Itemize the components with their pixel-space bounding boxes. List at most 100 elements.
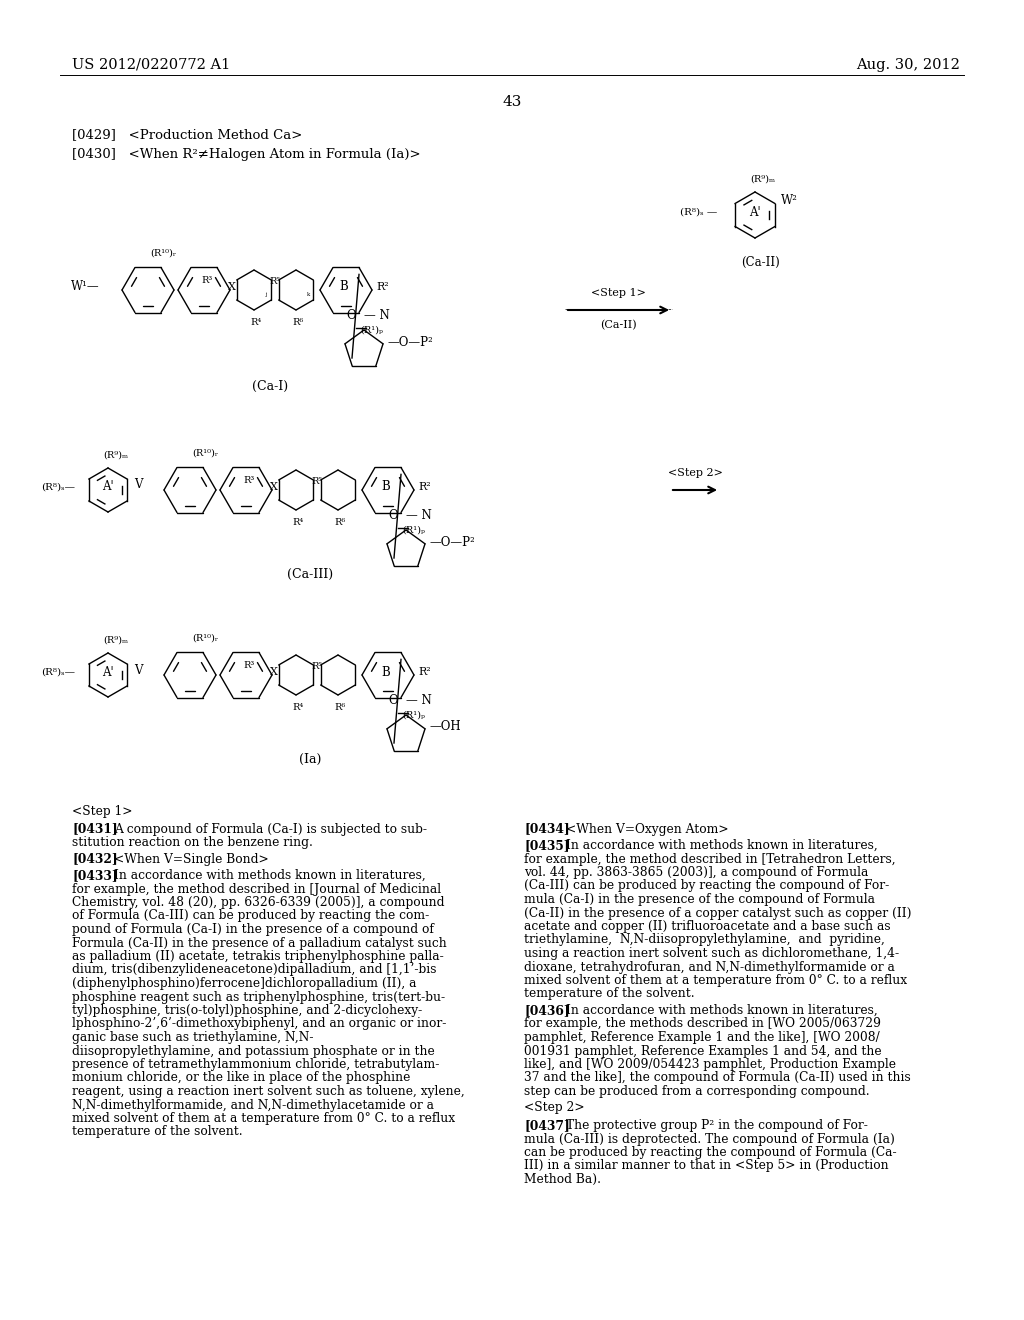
Text: O: O	[346, 309, 355, 322]
Text: W¹—: W¹—	[72, 281, 100, 293]
Text: R³: R³	[201, 276, 212, 285]
Text: X: X	[228, 282, 236, 292]
Text: Chemistry, vol. 48 (20), pp. 6326-6339 (2005)], a compound: Chemistry, vol. 48 (20), pp. 6326-6339 (…	[72, 896, 444, 909]
Text: (R¹⁰)ᵣ: (R¹⁰)ᵣ	[193, 449, 218, 458]
Text: temperature of the solvent.: temperature of the solvent.	[72, 1126, 243, 1138]
Text: presence of tetramethylammonium chloride, tetrabutylam-: presence of tetramethylammonium chloride…	[72, 1059, 439, 1071]
Text: R⁶: R⁶	[292, 318, 303, 327]
Text: [0431]: [0431]	[72, 822, 118, 836]
Text: (R¹)ₚ: (R¹)ₚ	[402, 525, 425, 535]
Text: (R¹)ₚ: (R¹)ₚ	[360, 326, 383, 335]
Text: [0433]: [0433]	[72, 869, 118, 882]
Text: (R⁸)ₛ —: (R⁸)ₛ —	[680, 207, 717, 216]
Text: dioxane, tetrahydrofuran, and N,N-dimethylformamide or a: dioxane, tetrahydrofuran, and N,N-dimeth…	[524, 961, 895, 974]
Text: A': A'	[750, 206, 761, 219]
Text: A compound of Formula (Ca-I) is subjected to sub-: A compound of Formula (Ca-I) is subjecte…	[114, 822, 427, 836]
Text: mixed solvent of them at a temperature from 0° C. to a reflux: mixed solvent of them at a temperature f…	[524, 974, 907, 987]
Text: [0437]: [0437]	[524, 1119, 569, 1133]
Text: ₖ: ₖ	[307, 290, 310, 298]
Text: (Ca-III) can be produced by reacting the compound of For-: (Ca-III) can be produced by reacting the…	[524, 879, 889, 892]
Text: R⁶: R⁶	[334, 704, 345, 711]
Text: Method Ba).: Method Ba).	[524, 1173, 601, 1185]
Text: The protective group P² in the compound of For-: The protective group P² in the compound …	[566, 1119, 868, 1133]
Text: triethylamine,  N,N-diisopropylethylamine,  and  pyridine,: triethylamine, N,N-diisopropylethylamine…	[524, 933, 885, 946]
Text: reagent, using a reaction inert solvent such as toluene, xylene,: reagent, using a reaction inert solvent …	[72, 1085, 465, 1098]
Text: tyl)phosphine, tris(o-tolyl)phosphine, and 2-dicyclohexy-: tyl)phosphine, tris(o-tolyl)phosphine, a…	[72, 1005, 422, 1016]
Text: [0429]   <Production Method Ca>: [0429] <Production Method Ca>	[72, 128, 302, 141]
Text: B: B	[382, 480, 390, 494]
Text: (R⁹)ₘ: (R⁹)ₘ	[103, 636, 128, 645]
Text: monium chloride, or the like in place of the phosphine: monium chloride, or the like in place of…	[72, 1072, 411, 1085]
Text: (R⁹)ₘ: (R⁹)ₘ	[103, 451, 128, 459]
Text: [0432]: [0432]	[72, 853, 118, 866]
Text: In accordance with methods known in literatures,: In accordance with methods known in lite…	[114, 869, 426, 882]
Text: ⱼ: ⱼ	[265, 290, 267, 298]
Text: R⁵: R⁵	[269, 277, 281, 286]
Text: [0435]: [0435]	[524, 840, 569, 851]
Text: as palladium (II) acetate, tetrakis triphenylphosphine palla-: as palladium (II) acetate, tetrakis trip…	[72, 950, 443, 964]
Text: US 2012/0220772 A1: US 2012/0220772 A1	[72, 58, 230, 73]
Text: (Ca-I): (Ca-I)	[252, 380, 288, 393]
Text: (Ca-II): (Ca-II)	[600, 319, 637, 330]
Text: pound of Formula (Ca-I) in the presence of a compound of: pound of Formula (Ca-I) in the presence …	[72, 923, 434, 936]
Text: R⁶: R⁶	[334, 517, 345, 527]
Text: ganic base such as triethylamine, N,N-: ganic base such as triethylamine, N,N-	[72, 1031, 313, 1044]
Text: R⁴: R⁴	[292, 517, 303, 527]
Text: In accordance with methods known in literatures,: In accordance with methods known in lite…	[566, 840, 878, 851]
Text: (Ca-II): (Ca-II)	[740, 256, 779, 269]
Text: dium, tris(dibenzylideneacetone)dipalladium, and [1,1’-bis: dium, tris(dibenzylideneacetone)dipallad…	[72, 964, 436, 977]
Text: 001931 pamphlet, Reference Examples 1 and 54, and the: 001931 pamphlet, Reference Examples 1 an…	[524, 1044, 882, 1057]
Text: — N: — N	[406, 694, 432, 708]
Text: for example, the methods described in [WO 2005/063729: for example, the methods described in [W…	[524, 1018, 881, 1031]
Text: mixed solvent of them at a temperature from 0° C. to a reflux: mixed solvent of them at a temperature f…	[72, 1111, 455, 1125]
Text: A': A'	[102, 480, 114, 494]
Text: X: X	[270, 482, 278, 492]
Text: acetate and copper (II) trifluoroacetate and a base such as: acetate and copper (II) trifluoroacetate…	[524, 920, 891, 933]
Text: (R⁹)ₘ: (R⁹)ₘ	[750, 176, 775, 183]
Text: R²: R²	[418, 667, 431, 677]
Text: (Ca-II) in the presence of a copper catalyst such as copper (II): (Ca-II) in the presence of a copper cata…	[524, 907, 911, 920]
Text: mula (Ca-I) in the presence of the compound of Formula: mula (Ca-I) in the presence of the compo…	[524, 894, 874, 906]
Text: V: V	[134, 664, 142, 676]
Text: <Step 2>: <Step 2>	[668, 469, 723, 478]
Text: X: X	[270, 667, 278, 677]
Text: <Step 1>: <Step 1>	[72, 805, 132, 818]
Text: using a reaction inert solvent such as dichloromethane, 1,4-: using a reaction inert solvent such as d…	[524, 946, 899, 960]
Text: <When V=Oxygen Atom>: <When V=Oxygen Atom>	[566, 822, 729, 836]
Text: R²: R²	[376, 282, 389, 292]
Text: [0434]: [0434]	[524, 822, 569, 836]
Text: O: O	[388, 510, 397, 521]
Text: mula (Ca-III) is deprotected. The compound of Formula (Ia): mula (Ca-III) is deprotected. The compou…	[524, 1133, 895, 1146]
Text: (diphenylphosphino)ferrocene]dichloropalladium (II), a: (diphenylphosphino)ferrocene]dichloropal…	[72, 977, 417, 990]
Text: —OH: —OH	[429, 721, 461, 734]
Text: (R¹)ₚ: (R¹)ₚ	[402, 711, 425, 719]
Text: R⁵: R⁵	[311, 477, 323, 486]
Text: vol. 44, pp. 3863-3865 (2003)], a compound of Formula: vol. 44, pp. 3863-3865 (2003)], a compou…	[524, 866, 868, 879]
Text: N,N-dimethylformamide, and N,N-dimethylacetamide or a: N,N-dimethylformamide, and N,N-dimethyla…	[72, 1098, 434, 1111]
Text: (R¹⁰)ᵣ: (R¹⁰)ᵣ	[193, 634, 218, 643]
Text: <When V=Single Bond>: <When V=Single Bond>	[114, 853, 268, 866]
Text: can be produced by reacting the compound of Formula (Ca-: can be produced by reacting the compound…	[524, 1146, 897, 1159]
Text: stitution reaction on the benzene ring.: stitution reaction on the benzene ring.	[72, 836, 313, 849]
Text: of Formula (Ca-III) can be produced by reacting the com-: of Formula (Ca-III) can be produced by r…	[72, 909, 429, 923]
Text: lphosphino-2’,6’-dimethoxybiphenyl, and an organic or inor-: lphosphino-2’,6’-dimethoxybiphenyl, and …	[72, 1018, 446, 1031]
Text: (R¹⁰)ᵣ: (R¹⁰)ᵣ	[150, 249, 176, 257]
Text: —O—P²: —O—P²	[429, 536, 475, 549]
Text: B: B	[340, 281, 348, 293]
Text: <Step 2>: <Step 2>	[524, 1101, 585, 1114]
Text: Aug. 30, 2012: Aug. 30, 2012	[856, 58, 961, 73]
Text: R⁴: R⁴	[250, 318, 261, 327]
Text: pamphlet, Reference Example 1 and the like], [WO 2008/: pamphlet, Reference Example 1 and the li…	[524, 1031, 880, 1044]
Text: W²: W²	[781, 194, 798, 206]
Text: III) in a similar manner to that in <Step 5> in (Production: III) in a similar manner to that in <Ste…	[524, 1159, 889, 1172]
Text: — N: — N	[364, 309, 390, 322]
Text: 37 and the like], the compound of Formula (Ca-II) used in this: 37 and the like], the compound of Formul…	[524, 1072, 910, 1085]
Text: step can be produced from a corresponding compound.: step can be produced from a correspondin…	[524, 1085, 869, 1098]
Text: (Ca-III): (Ca-III)	[287, 568, 333, 581]
Text: like], and [WO 2009/054423 pamphlet, Production Example: like], and [WO 2009/054423 pamphlet, Pro…	[524, 1059, 896, 1071]
Text: for example, the method described in [Tetrahedron Letters,: for example, the method described in [Te…	[524, 853, 896, 866]
Text: Formula (Ca-II) in the presence of a palladium catalyst such: Formula (Ca-II) in the presence of a pal…	[72, 936, 446, 949]
Text: R⁵: R⁵	[311, 663, 323, 671]
Text: [0436]: [0436]	[524, 1005, 569, 1016]
Text: O: O	[388, 694, 397, 708]
